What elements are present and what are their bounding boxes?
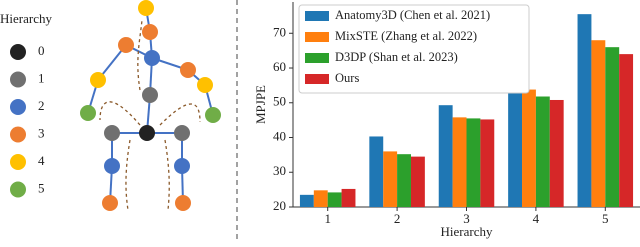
joint xyxy=(142,24,158,40)
hierarchy-arrow xyxy=(125,139,131,211)
y-tick-label: 60 xyxy=(273,59,286,74)
hierarchy-arrow xyxy=(137,19,143,91)
legend-title: Hierarchy xyxy=(0,11,52,26)
x-tick-label: 2 xyxy=(394,211,401,226)
y-tick-label: 30 xyxy=(273,163,286,178)
bar xyxy=(591,40,606,208)
hierarchy-arrow xyxy=(99,101,141,126)
x-tick-label: 4 xyxy=(533,211,540,226)
legend-box xyxy=(298,4,530,94)
joint xyxy=(180,62,196,78)
joint xyxy=(80,105,96,121)
legend-swatch xyxy=(305,32,329,42)
bar xyxy=(383,151,398,207)
level-label: 3 xyxy=(38,125,45,140)
bar xyxy=(535,96,550,207)
bar xyxy=(341,188,356,207)
legend-swatch xyxy=(305,53,329,63)
bar xyxy=(299,194,314,207)
joint xyxy=(142,87,158,103)
legend-label: D3DP (Shan et al. 2023) xyxy=(335,50,458,64)
joint xyxy=(174,125,190,141)
hierarchy-arrow xyxy=(159,103,201,126)
bar xyxy=(480,119,495,207)
x-tick-label: 3 xyxy=(463,211,470,226)
level-dot xyxy=(10,126,26,143)
level-dot xyxy=(10,181,26,198)
joint xyxy=(104,158,120,174)
level-label: 0 xyxy=(38,43,45,58)
bar xyxy=(397,154,411,207)
legend-label: MixSTE (Zhang et al. 2022) xyxy=(335,29,477,43)
bar xyxy=(605,47,620,207)
joint xyxy=(118,37,134,53)
joint xyxy=(138,0,154,16)
bar xyxy=(619,54,634,207)
bar xyxy=(369,136,384,207)
bar xyxy=(313,190,328,207)
y-tick-label: 20 xyxy=(273,198,286,213)
bar xyxy=(508,69,523,207)
joint xyxy=(144,50,160,66)
bar xyxy=(452,117,467,207)
level-label: 5 xyxy=(38,180,45,195)
bar xyxy=(327,192,342,207)
legend-label: Ours xyxy=(335,71,359,85)
hierarchy-arrow xyxy=(164,139,170,211)
joint xyxy=(175,195,191,211)
legend-swatch xyxy=(305,11,329,21)
level-label: 2 xyxy=(38,98,45,113)
x-tick-label: 1 xyxy=(324,211,331,226)
bar xyxy=(438,105,453,207)
level-label: 4 xyxy=(38,153,45,168)
bar xyxy=(522,89,536,207)
joint xyxy=(102,195,118,211)
figure: Hierarchy 0 1 2 3 4 5 20 30 40 50 60 70 1 2 3 4 5 Hierarc… xyxy=(0,0,640,242)
legend: Anatomy3D (Chen et al. 2021) MixSTE (Zhan… xyxy=(298,4,530,94)
joint xyxy=(139,125,155,141)
x-axis-label: Hierarchy xyxy=(441,224,493,239)
bar xyxy=(577,14,592,208)
bar xyxy=(466,118,481,207)
bar xyxy=(410,156,425,207)
level-dot xyxy=(10,99,26,115)
skeleton xyxy=(80,0,221,211)
level-dot xyxy=(10,71,26,88)
level-label: 1 xyxy=(38,70,45,85)
x-tick-label: 5 xyxy=(602,211,609,226)
level-dot xyxy=(10,44,26,60)
joint xyxy=(205,107,221,123)
joint xyxy=(90,72,106,88)
joint xyxy=(174,158,190,174)
y-tick-label: 50 xyxy=(273,94,286,109)
legend-label: Anatomy3D (Chen et al. 2021) xyxy=(335,8,490,22)
joint xyxy=(104,125,120,141)
y-tick-label: 70 xyxy=(273,24,286,39)
legend-swatch xyxy=(305,74,329,84)
bar xyxy=(549,99,564,207)
level-dot xyxy=(10,154,26,170)
y-tick-label: 40 xyxy=(273,128,286,143)
joint xyxy=(197,77,213,93)
y-axis-label: MPJPE xyxy=(253,85,268,124)
